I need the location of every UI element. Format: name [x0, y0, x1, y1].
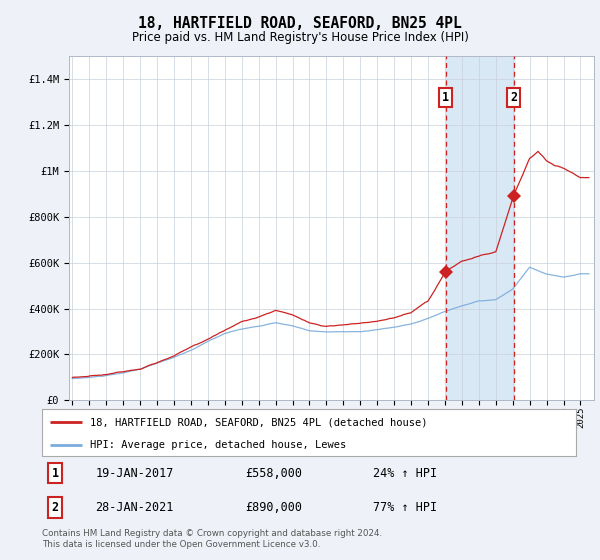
Text: Contains HM Land Registry data © Crown copyright and database right 2024.
This d: Contains HM Land Registry data © Crown c…	[42, 529, 382, 549]
Text: 18, HARTFIELD ROAD, SEAFORD, BN25 4PL (detached house): 18, HARTFIELD ROAD, SEAFORD, BN25 4PL (d…	[90, 417, 428, 427]
Text: 2: 2	[52, 501, 59, 514]
Text: 19-JAN-2017: 19-JAN-2017	[95, 467, 174, 480]
Text: 2: 2	[511, 91, 517, 104]
Text: 24% ↑ HPI: 24% ↑ HPI	[373, 467, 437, 480]
Text: 18, HARTFIELD ROAD, SEAFORD, BN25 4PL: 18, HARTFIELD ROAD, SEAFORD, BN25 4PL	[138, 16, 462, 31]
Text: 1: 1	[52, 467, 59, 480]
Text: £890,000: £890,000	[245, 501, 302, 514]
Text: £558,000: £558,000	[245, 467, 302, 480]
Text: 1: 1	[442, 91, 449, 104]
Text: Price paid vs. HM Land Registry's House Price Index (HPI): Price paid vs. HM Land Registry's House …	[131, 31, 469, 44]
Text: HPI: Average price, detached house, Lewes: HPI: Average price, detached house, Lewe…	[90, 440, 346, 450]
Text: 77% ↑ HPI: 77% ↑ HPI	[373, 501, 437, 514]
Text: 28-JAN-2021: 28-JAN-2021	[95, 501, 174, 514]
Bar	[446, 56, 514, 400]
